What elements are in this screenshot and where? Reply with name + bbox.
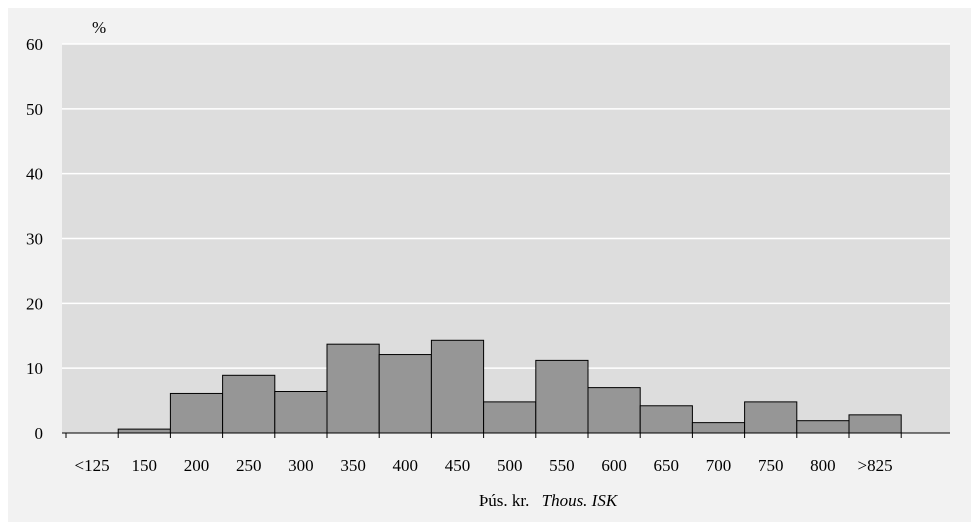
histogram-bar [587, 387, 641, 434]
y-tick-label: 50 [26, 100, 43, 119]
x-tick-label: 600 [601, 456, 627, 475]
histogram-bar [274, 391, 328, 434]
histogram-bar [430, 339, 485, 434]
y-tick-labels: 0 10 20 30 40 50 60 [26, 35, 43, 443]
x-tick-label: 450 [445, 456, 471, 475]
x-tick-label: 300 [288, 456, 314, 475]
histogram-bar [691, 422, 746, 434]
histogram-bar [117, 428, 171, 434]
bars-group [117, 339, 902, 434]
y-tick-label: 60 [26, 35, 43, 54]
axes-group [62, 432, 950, 438]
x-tick-label: 750 [758, 456, 784, 475]
x-tick-label: 250 [236, 456, 262, 475]
y-axis-unit-label: % [92, 18, 106, 37]
histogram-bar [796, 420, 850, 434]
x-tick-label: 700 [706, 456, 732, 475]
histogram-bar [169, 392, 224, 434]
y-tick-label: 30 [26, 230, 43, 249]
x-axis-label-main: Þús. kr. [479, 491, 530, 510]
histogram-bar [744, 401, 798, 434]
x-tick-labels: <125 150 200 250 300 350 400 450 500 550 600 650 700… [75, 456, 893, 475]
chart-frame: 0 10 20 30 40 50 60 <125 150 200 250 300 350 400 450 5… [8, 8, 971, 522]
histogram-bar [378, 354, 432, 434]
x-tick-label: 200 [184, 456, 210, 475]
y-tick-label: 40 [26, 165, 43, 184]
histogram-chart: 0 10 20 30 40 50 60 <125 150 200 250 300 350 400 450 5… [26, 18, 950, 510]
histogram-bar [222, 374, 276, 434]
x-tick-label: 800 [810, 456, 836, 475]
x-axis-label-italic: Thous. ISK [542, 491, 619, 510]
x-tick-label: 500 [497, 456, 523, 475]
x-axis-label: Þús. kr. Thous. ISK [479, 491, 619, 510]
y-tick-label: 10 [26, 359, 43, 378]
x-tick-label: 400 [393, 456, 419, 475]
x-tick-label: 650 [654, 456, 680, 475]
y-tick-label: 20 [26, 294, 43, 313]
x-tick-label: 550 [549, 456, 575, 475]
y-tick-label: 0 [35, 424, 44, 443]
x-tick-label: 350 [340, 456, 366, 475]
histogram-bar [535, 359, 589, 434]
histogram-bar [483, 401, 537, 434]
histogram-bar [639, 405, 693, 434]
histogram-bar [848, 414, 902, 434]
x-tick-label: <125 [75, 456, 110, 475]
histogram-bar [326, 343, 380, 434]
x-tick-label: >825 [858, 456, 893, 475]
x-tick-label: 150 [132, 456, 158, 475]
gridlines [62, 43, 950, 369]
